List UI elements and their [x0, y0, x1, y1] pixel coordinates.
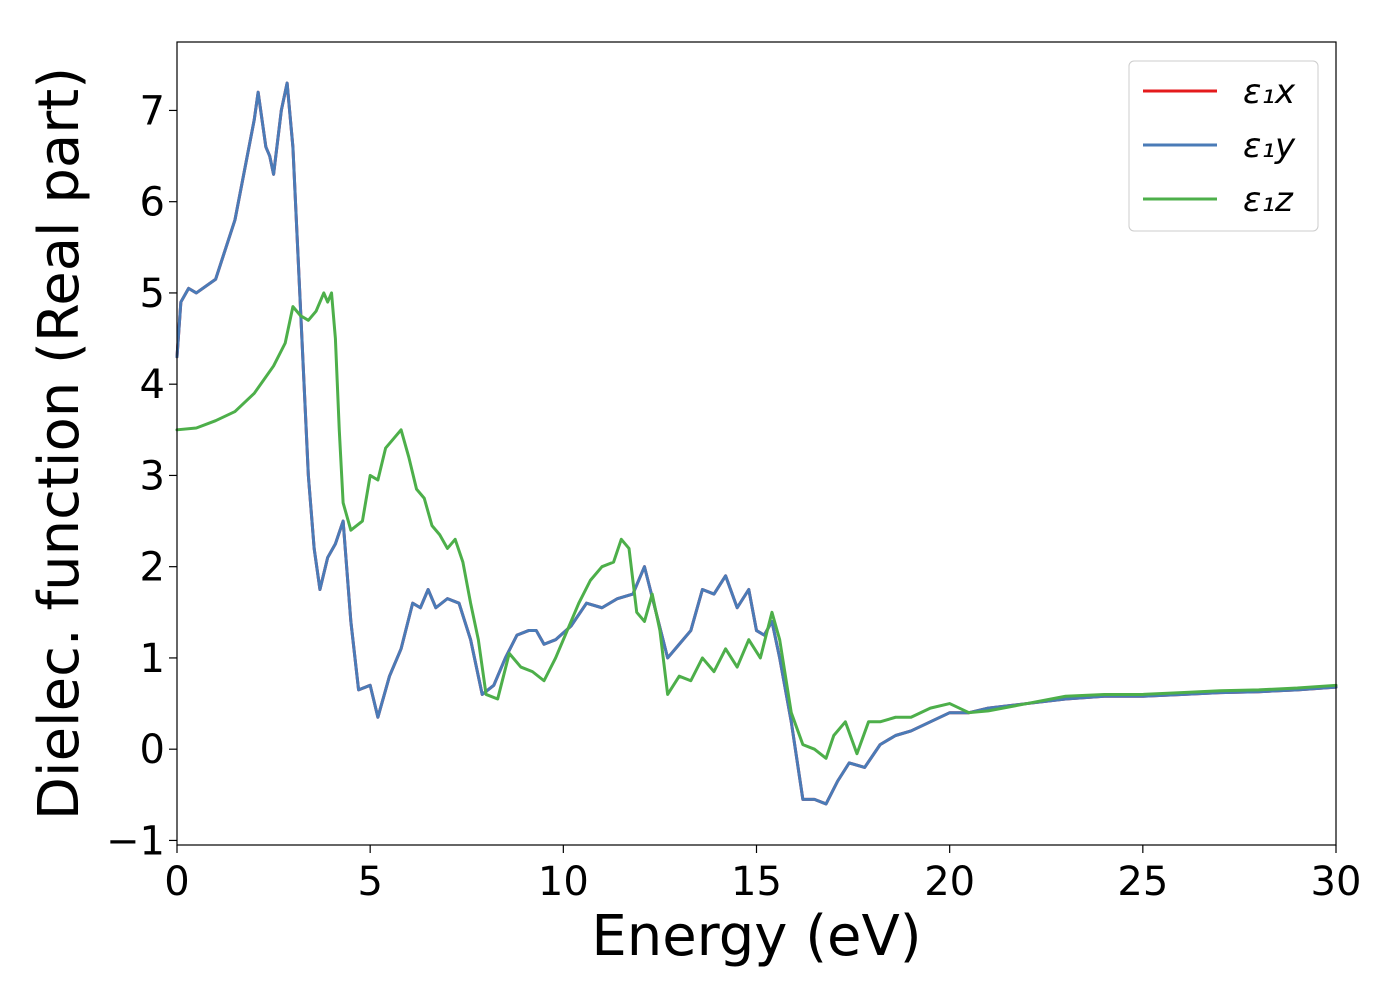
x-tick-label: 0	[164, 859, 189, 905]
x-tick-label: 5	[357, 859, 382, 905]
x-tick-label: 20	[924, 859, 975, 905]
legend-box	[1128, 60, 1319, 232]
y-axis: −1 0 1 2 3 4 5 6 7	[106, 88, 177, 864]
legend-label-2: ε₁z	[1243, 180, 1294, 220]
y-tick-label: 7	[140, 88, 165, 134]
y-tick-label: 3	[140, 453, 165, 499]
series-line-2	[175, 291, 1338, 760]
legend-items: ε₁x ε₁y ε₁z	[1143, 72, 1296, 220]
y-tick-label: 1	[140, 636, 165, 682]
series-layer	[175, 81, 1338, 806]
y-tick-label: 6	[140, 180, 165, 226]
y-tick-label: 5	[140, 271, 165, 317]
x-axis-title: Energy (eV)	[591, 904, 921, 969]
y-tick-label: −1	[106, 818, 165, 864]
x-axis: 0 5 10 15 20 25 30	[164, 845, 1361, 905]
x-tick-label: 25	[1117, 859, 1168, 905]
x-tick-label: 30	[1311, 859, 1362, 905]
x-tick-label: 10	[538, 859, 589, 905]
series-line-1	[175, 81, 1338, 806]
y-tick-label: 2	[140, 545, 165, 591]
legend: ε₁x ε₁y ε₁z	[1128, 60, 1319, 232]
y-axis-title: Dielec. function (Real part)	[27, 67, 92, 820]
y-tick-label: 0	[140, 727, 165, 773]
y-tick-label: 4	[140, 362, 165, 408]
x-tick-label: 15	[731, 859, 782, 905]
legend-label-0: ε₁x	[1243, 72, 1296, 112]
legend-label-1: ε₁y	[1243, 126, 1296, 166]
